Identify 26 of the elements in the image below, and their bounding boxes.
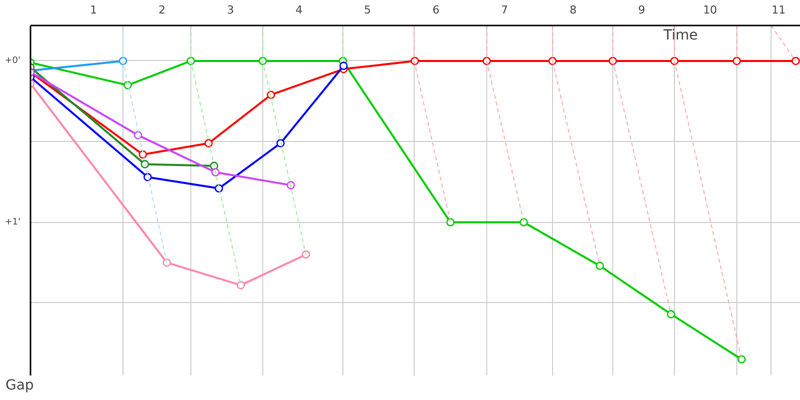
point [162,258,171,267]
x-tick-label: 8 [570,4,577,16]
x-tick-label: 3 [227,4,234,16]
y-tick-label: +1' [4,217,21,228]
y-axis-title: Gap [6,378,34,394]
point [732,56,741,66]
x-tick-label: 4 [296,4,303,16]
point [737,355,746,364]
point [792,56,800,66]
point [596,262,604,270]
x-tick-label: 6 [432,4,440,16]
point [302,250,310,259]
y-tick-label: +0' [4,56,21,66]
point [236,281,245,290]
point [339,62,348,70]
point [520,218,528,226]
x-tick-label: 10 [703,4,718,16]
x-tick-label: 9 [638,4,646,16]
x-tick-label: 11 [772,4,786,16]
x-tick-label: 2 [158,4,166,16]
x-axis-title: Time [662,28,698,44]
point [666,310,676,318]
x-tick-label: 7 [501,4,508,16]
x-tick-label: 1 [90,4,98,16]
x-tick-label: 5 [364,4,372,16]
point [446,218,455,226]
